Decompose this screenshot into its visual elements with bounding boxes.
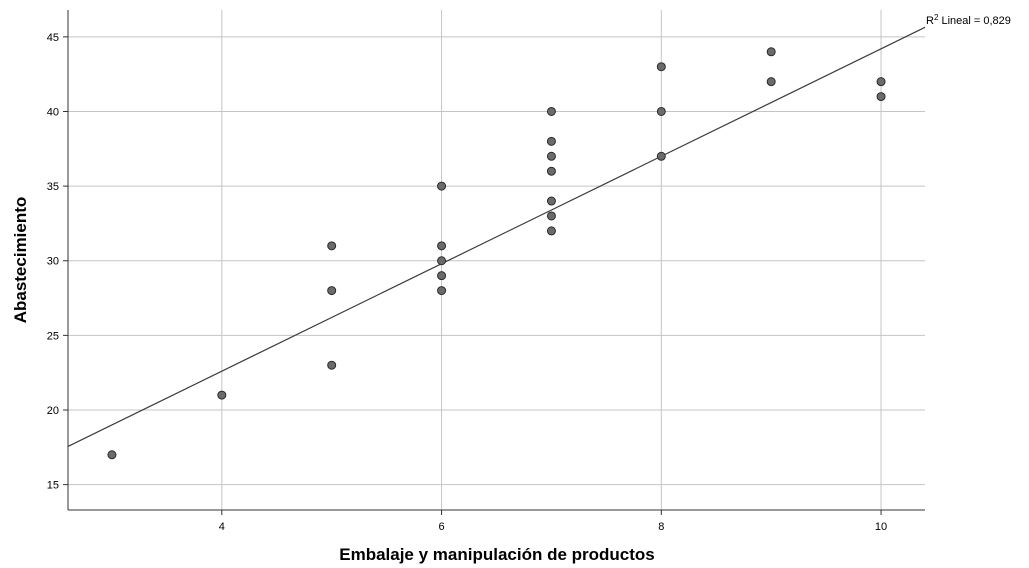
data-point <box>546 196 556 206</box>
regression-line <box>67 26 926 447</box>
data-point <box>766 47 776 57</box>
y-tick-label: 15 <box>47 480 59 492</box>
x-tick-label: 8 <box>658 521 664 533</box>
grid-lines <box>68 10 925 510</box>
y-tick-label: 20 <box>47 405 59 417</box>
data-point <box>327 286 337 296</box>
data-point <box>656 62 666 72</box>
data-point <box>437 181 447 191</box>
y-tick-label: 40 <box>47 106 59 118</box>
data-point <box>546 136 556 146</box>
r2-prefix: R <box>926 15 934 27</box>
r2-label: R2 Lineal = 0,829 <box>926 13 1011 28</box>
data-point <box>327 241 337 251</box>
data-point <box>437 286 447 296</box>
data-point <box>437 241 447 251</box>
r2-text: Lineal = 0,829 <box>938 15 1010 27</box>
data-point <box>546 106 556 116</box>
y-axis-ticks: 15 20 25 30 35 40 45 <box>47 32 68 492</box>
data-point <box>656 106 666 116</box>
data-point <box>437 256 447 266</box>
y-tick-label: 25 <box>47 330 59 342</box>
axes <box>67 10 925 511</box>
x-axis-title: Embalaje y manipulación de productos <box>339 545 655 564</box>
data-point <box>107 450 117 460</box>
x-tick-label: 10 <box>875 521 887 533</box>
data-point <box>876 77 886 87</box>
data-point <box>437 271 447 281</box>
data-point <box>546 166 556 176</box>
data-point <box>766 77 776 87</box>
data-point <box>656 151 666 161</box>
y-tick-label: 45 <box>47 32 59 44</box>
data-point <box>546 151 556 161</box>
y-tick-label: 35 <box>47 181 59 193</box>
data-point <box>327 360 337 370</box>
fit-line <box>67 26 926 447</box>
x-tick-label: 6 <box>439 521 445 533</box>
x-axis-ticks: 4 6 8 10 <box>219 510 887 533</box>
data-point <box>546 211 556 221</box>
x-tick-label: 4 <box>219 521 225 533</box>
r2-superscript: 2 <box>934 13 939 22</box>
y-tick-label: 30 <box>47 256 59 268</box>
data-point <box>876 92 886 102</box>
data-point <box>217 390 227 400</box>
y-axis-title: Abastecimiento <box>11 197 30 324</box>
data-point <box>546 226 556 236</box>
data-points <box>107 47 886 460</box>
